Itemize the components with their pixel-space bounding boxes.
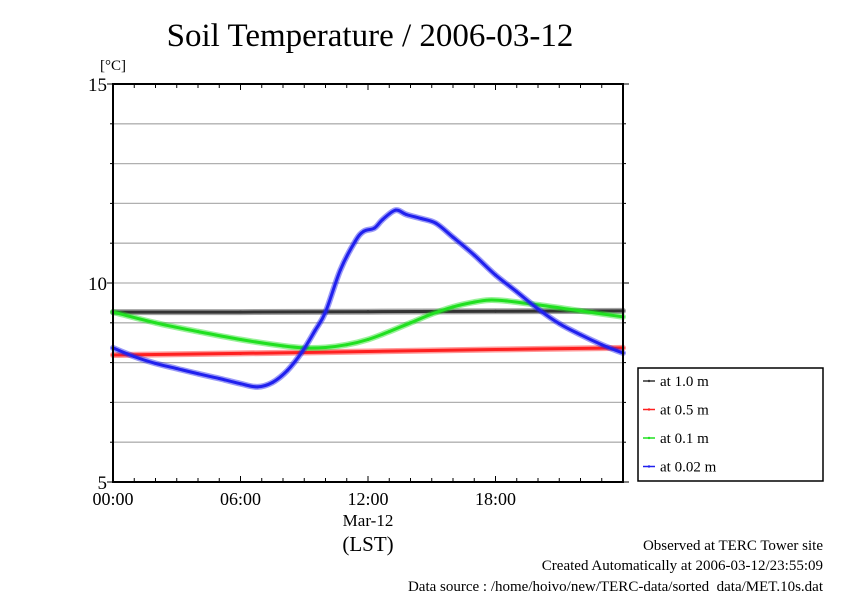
y-tick-label: 5 <box>98 473 108 494</box>
legend-label: at 0.1 m <box>660 431 709 447</box>
grid-lines <box>113 123 623 443</box>
data-point-at-0-02-m <box>154 361 157 365</box>
data-point-at-0-02-m <box>270 381 274 384</box>
y-tick-label: 10 <box>88 274 107 295</box>
series-halo-at-0-02-m <box>110 207 626 390</box>
axis-ticks <box>107 83 629 483</box>
legend-box <box>637 367 824 482</box>
data-point-at-0-1-m <box>487 298 491 302</box>
data-point-at-0-02-m <box>472 253 476 257</box>
data-point-at-0-02-m <box>494 273 497 277</box>
data-point-at-0-02-m <box>196 372 200 376</box>
data-point-at-0-02-m <box>451 235 455 239</box>
legend: at 1.0 m at 0.5 m at 0.1 m at 0.02 m <box>637 367 824 482</box>
data-point-at-0-1-m <box>345 343 349 347</box>
data-point-at-0-1-m <box>239 338 242 342</box>
data-point-at-0-02-m <box>175 367 179 371</box>
y-axis-label: [°C] <box>100 58 126 74</box>
data-point-at-0-02-m <box>285 369 289 373</box>
data-point-at-0-02-m <box>434 221 438 225</box>
data-point-at-0-02-m <box>579 333 582 337</box>
x-axis-label: (LST) <box>342 532 393 556</box>
data-point-at-0-02-m <box>381 217 385 221</box>
data-point-at-0-02-m <box>600 343 604 347</box>
date-label: Mar-12 <box>343 511 394 530</box>
series-group <box>110 207 626 390</box>
data-point-at-0-02-m <box>256 385 259 389</box>
data-point-at-0-1-m <box>409 321 412 325</box>
annotation-created: Created Automatically at 2006-03-12/23:5… <box>542 558 823 574</box>
legend-marker <box>647 436 651 440</box>
data-point-at-1-0-m <box>494 309 497 313</box>
y-tick-label: 15 <box>88 75 107 96</box>
data-point-at-0-02-m <box>217 377 221 381</box>
data-point-at-0-1-m <box>196 330 200 334</box>
data-point-at-0-02-m <box>324 310 327 314</box>
data-point-at-0-1-m <box>451 305 455 309</box>
data-point-at-0-1-m <box>472 300 476 304</box>
data-point-at-0-02-m <box>132 355 136 359</box>
annotation-data-source: Data source : /home/hoivo/new/TERC-data/… <box>408 579 824 595</box>
data-point-at-0-02-m <box>536 307 540 311</box>
legend-marker <box>647 379 651 383</box>
data-point-at-1-0-m <box>239 310 242 314</box>
legend-label: at 1.0 m <box>660 374 709 390</box>
x-tick-label: 12:00 <box>347 489 388 509</box>
data-point-at-0-02-m <box>313 329 317 333</box>
legend-label: at 0.5 m <box>660 403 709 419</box>
data-point-at-0-02-m <box>362 229 366 233</box>
data-point-at-0-5-m <box>366 349 370 353</box>
legend-marker <box>647 465 651 468</box>
data-point-at-0-1-m <box>281 344 285 348</box>
data-point-at-0-5-m <box>494 347 497 351</box>
data-point-at-0-02-m <box>557 322 561 326</box>
data-point-at-0-1-m <box>387 330 391 334</box>
x-tick-label: 00:00 <box>92 489 133 509</box>
data-point-at-0-02-m <box>404 213 408 217</box>
data-point-at-0-1-m <box>536 303 540 307</box>
x-tick-label: 06:00 <box>220 489 261 509</box>
data-point-at-0-1-m <box>504 299 508 303</box>
x-tick-labels: 00:00 06:00 12:00 18:00 <box>92 489 516 509</box>
data-point-at-0-02-m <box>372 226 376 230</box>
data-point-at-0-02-m <box>300 350 304 354</box>
data-point-at-0-1-m <box>579 309 582 313</box>
series-line-at-0-02-m <box>111 208 625 389</box>
data-point-at-0-02-m <box>239 382 242 386</box>
y-tick-labels: 5 10 15 <box>88 75 107 494</box>
chart-title: Soil Temperature / 2006-03-12 <box>167 18 574 54</box>
data-point-at-1-0-m <box>366 310 370 314</box>
data-point-at-0-02-m <box>394 208 398 212</box>
annotation-observed: Observed at TERC Tower site <box>643 538 823 554</box>
legend-marker <box>647 408 651 411</box>
data-point-at-0-1-m <box>324 345 327 349</box>
data-point-at-0-02-m <box>338 268 342 272</box>
data-point-at-0-1-m <box>430 312 434 316</box>
data-point-at-0-02-m <box>353 239 357 243</box>
x-tick-label: 18:00 <box>475 489 516 509</box>
data-point-at-0-5-m <box>239 351 242 355</box>
data-point-at-0-02-m <box>419 217 423 221</box>
data-point-at-0-1-m <box>154 321 157 325</box>
legend-label: at 0.02 m <box>660 460 717 476</box>
data-point-at-0-1-m <box>366 338 370 342</box>
data-point-at-0-02-m <box>515 290 519 294</box>
